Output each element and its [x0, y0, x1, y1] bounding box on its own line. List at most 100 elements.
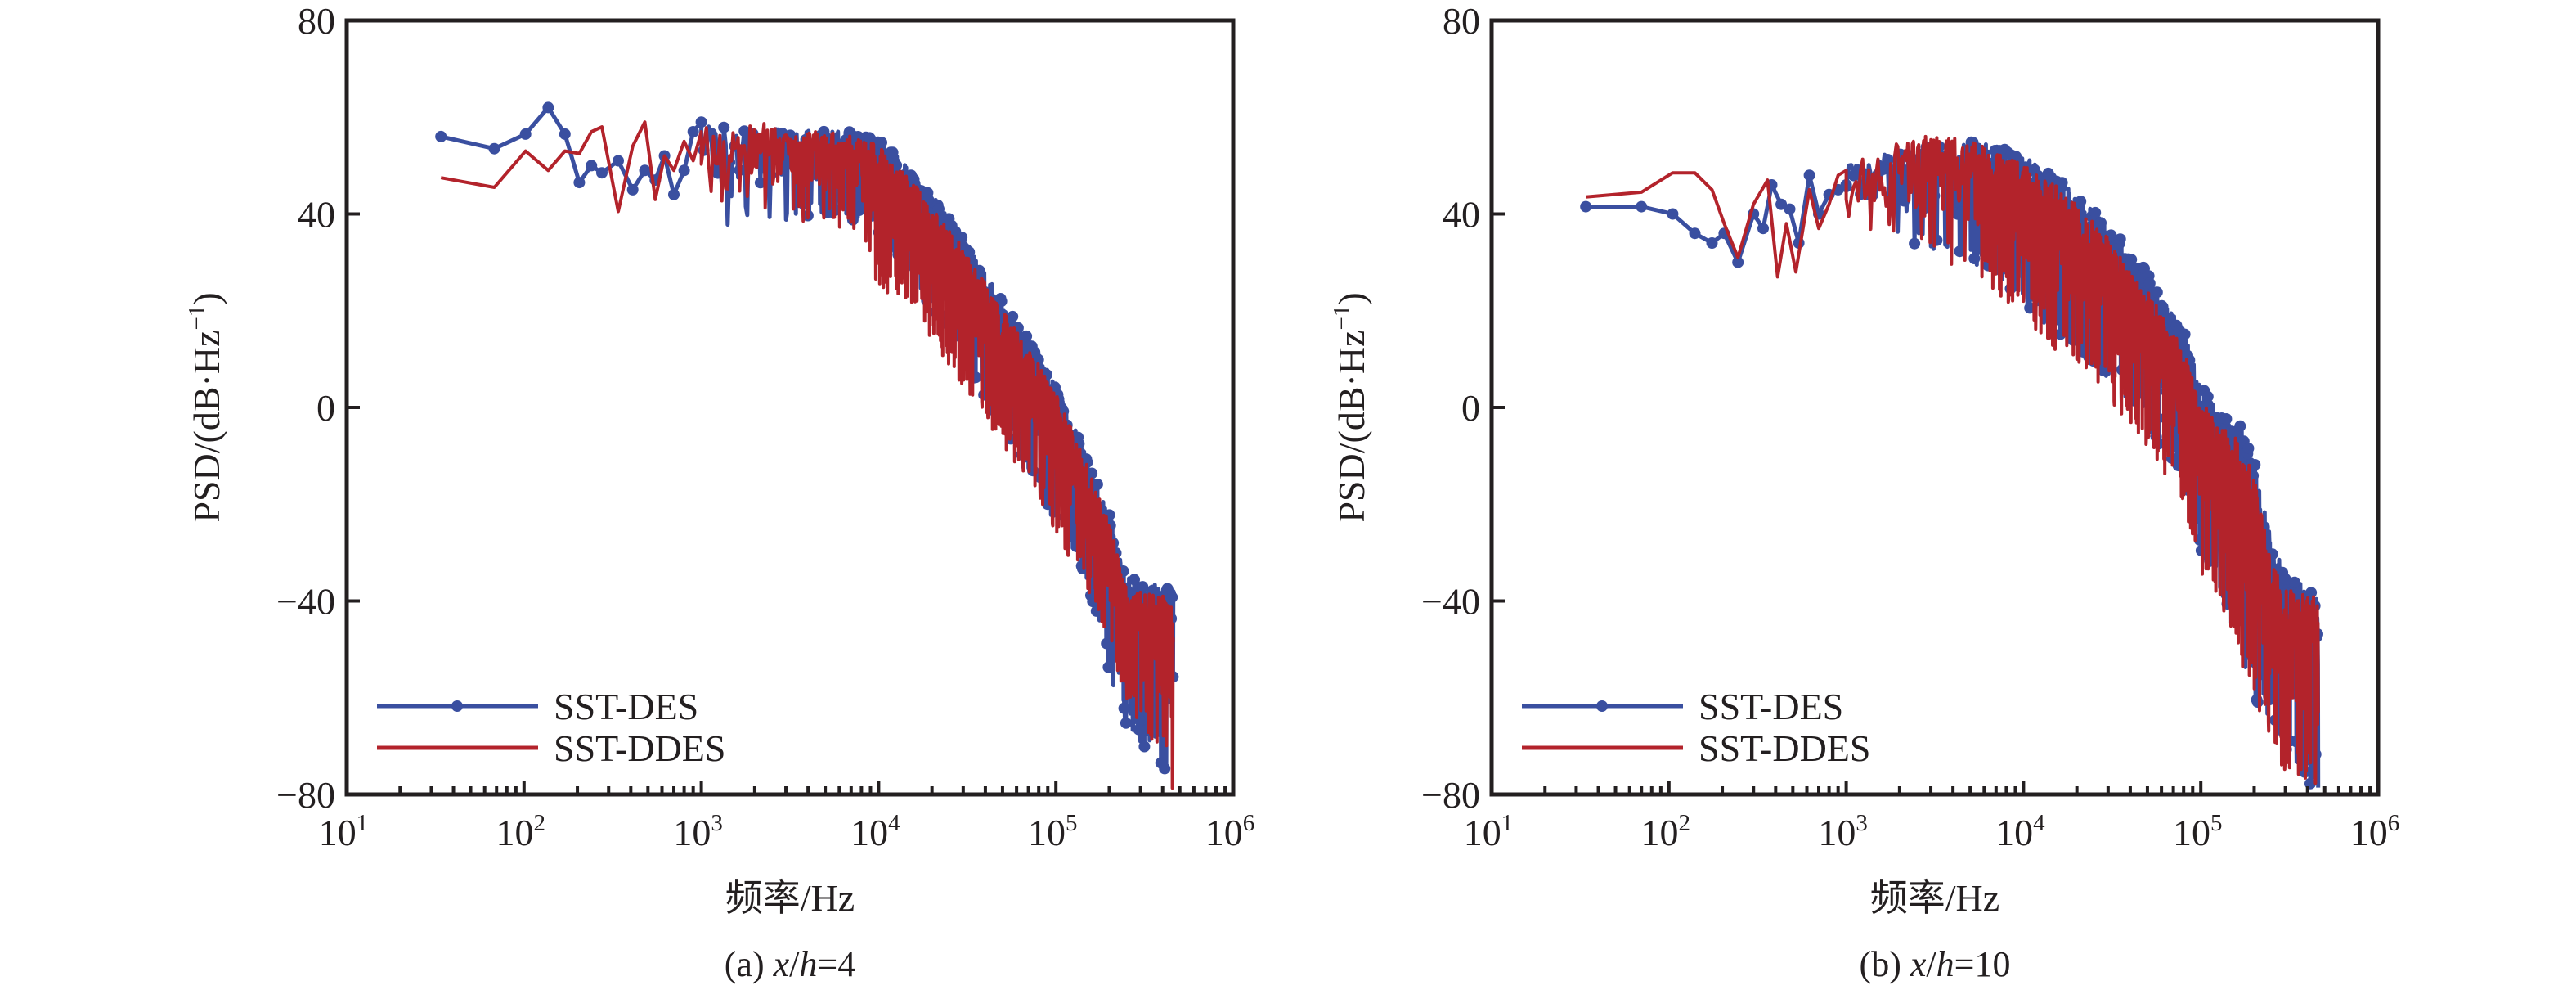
x-tick-exponent: 4 — [2033, 810, 2045, 836]
data-point — [995, 295, 1008, 308]
x-tick-label: 101 — [1464, 810, 1514, 853]
data-point — [1909, 237, 1921, 250]
x-tick-label: 106 — [1205, 810, 1255, 853]
x-tick-base: 10 — [319, 812, 357, 853]
y-tick-label: −80 — [1421, 774, 1480, 816]
y-axis-title-main: PSD/(dB·Hz — [1331, 331, 1372, 523]
data-point — [2143, 277, 2156, 290]
data-point — [573, 177, 586, 189]
data-point — [2056, 177, 2068, 189]
y-tick-label: −40 — [1421, 581, 1480, 623]
caption-prefix: (a) — [725, 944, 774, 984]
y-tick-label: 80 — [1443, 0, 1480, 42]
x-tick-exponent: 3 — [711, 810, 723, 836]
x-tick-exponent: 6 — [2388, 810, 2400, 836]
data-point — [2095, 217, 2107, 229]
x-tick-base: 10 — [673, 812, 711, 853]
x-tick-base: 10 — [850, 812, 888, 853]
x-tick-base: 10 — [1818, 812, 1856, 853]
x-tick-base: 10 — [496, 812, 534, 853]
data-point — [1133, 723, 1145, 736]
data-point — [1968, 253, 1981, 264]
y-axis-title-exponent: −1 — [1329, 305, 1355, 331]
data-point — [1636, 200, 1648, 213]
legend-label: SST-DES — [1699, 686, 1843, 727]
caption-slash: / — [789, 944, 800, 984]
x-tick-base: 10 — [2350, 812, 2388, 853]
caption-slash: / — [1926, 944, 1936, 984]
data-point — [2114, 233, 2126, 245]
data-point — [668, 188, 680, 200]
data-point — [2251, 696, 2264, 709]
data-point — [1101, 637, 1113, 650]
x-tick-exponent: 3 — [1856, 810, 1868, 836]
x-tick-exponent: 5 — [2210, 810, 2223, 836]
x-tick-base: 10 — [1641, 812, 1679, 853]
data-point — [956, 232, 968, 244]
data-point — [963, 246, 976, 259]
data-point — [2156, 301, 2169, 313]
x-tick-base: 10 — [2173, 812, 2210, 853]
data-point — [2220, 413, 2233, 425]
x-tick-label: 104 — [1995, 810, 2045, 853]
y-tick-label: 80 — [298, 0, 335, 42]
x-tick-label: 105 — [1028, 810, 1078, 853]
data-point — [596, 167, 608, 179]
caption-prefix: (b) — [1860, 944, 1910, 984]
data-point — [1091, 479, 1103, 490]
data-point — [1803, 169, 1815, 182]
data-point — [2151, 286, 2163, 299]
data-point — [1007, 310, 1019, 322]
y-tick-label: −40 — [276, 581, 335, 623]
legend-label: SST-DDES — [554, 727, 725, 769]
data-point — [1120, 717, 1132, 729]
x-tick-label: 102 — [496, 810, 546, 853]
data-point — [1954, 245, 1966, 258]
caption-var: x — [1910, 944, 1927, 984]
panel-caption: (a) x/h=4 — [725, 944, 855, 984]
data-point — [1706, 237, 1718, 249]
data-point — [2089, 206, 2102, 218]
x-tick-exponent: 4 — [888, 810, 900, 836]
data-point — [1732, 256, 1744, 268]
y-axis-title-close: ) — [1331, 292, 1372, 304]
data-point — [933, 203, 945, 215]
series-line-sst-ddes — [1586, 134, 2320, 785]
plot-frame — [1489, 18, 2381, 797]
data-point — [639, 164, 651, 177]
y-tick-label: 0 — [1461, 387, 1480, 429]
data-point — [2242, 443, 2255, 454]
data-point — [2075, 196, 2087, 208]
data-point — [1138, 740, 1151, 753]
data-point — [1081, 456, 1093, 468]
x-tick-exponent: 1 — [1501, 810, 1514, 836]
data-point — [1757, 223, 1769, 235]
data-point — [1032, 353, 1044, 366]
data-point — [2288, 576, 2300, 588]
y-axis-title-exponent: −1 — [184, 305, 210, 331]
caption-var: x — [773, 944, 790, 984]
plot-area — [435, 101, 1179, 790]
data-point — [626, 183, 639, 196]
data-point — [1667, 208, 1679, 220]
data-point — [519, 128, 532, 140]
caption-suffix: =4 — [817, 944, 855, 984]
data-point — [1689, 227, 1701, 240]
data-point — [687, 126, 699, 137]
data-point — [1159, 763, 1171, 775]
x-tick-label: 102 — [1641, 810, 1691, 853]
data-point — [886, 146, 899, 159]
data-point — [1102, 661, 1115, 673]
legend-label: SST-DES — [554, 686, 698, 727]
data-point — [2179, 328, 2191, 340]
data-point — [1784, 203, 1796, 215]
y-axis-title-main: PSD/(dB·Hz — [186, 331, 227, 523]
x-tick-base: 10 — [1028, 812, 1066, 853]
data-point — [586, 160, 598, 172]
data-point — [488, 142, 500, 155]
x-tick-label: 103 — [673, 810, 723, 853]
y-tick-label: −80 — [276, 774, 335, 816]
